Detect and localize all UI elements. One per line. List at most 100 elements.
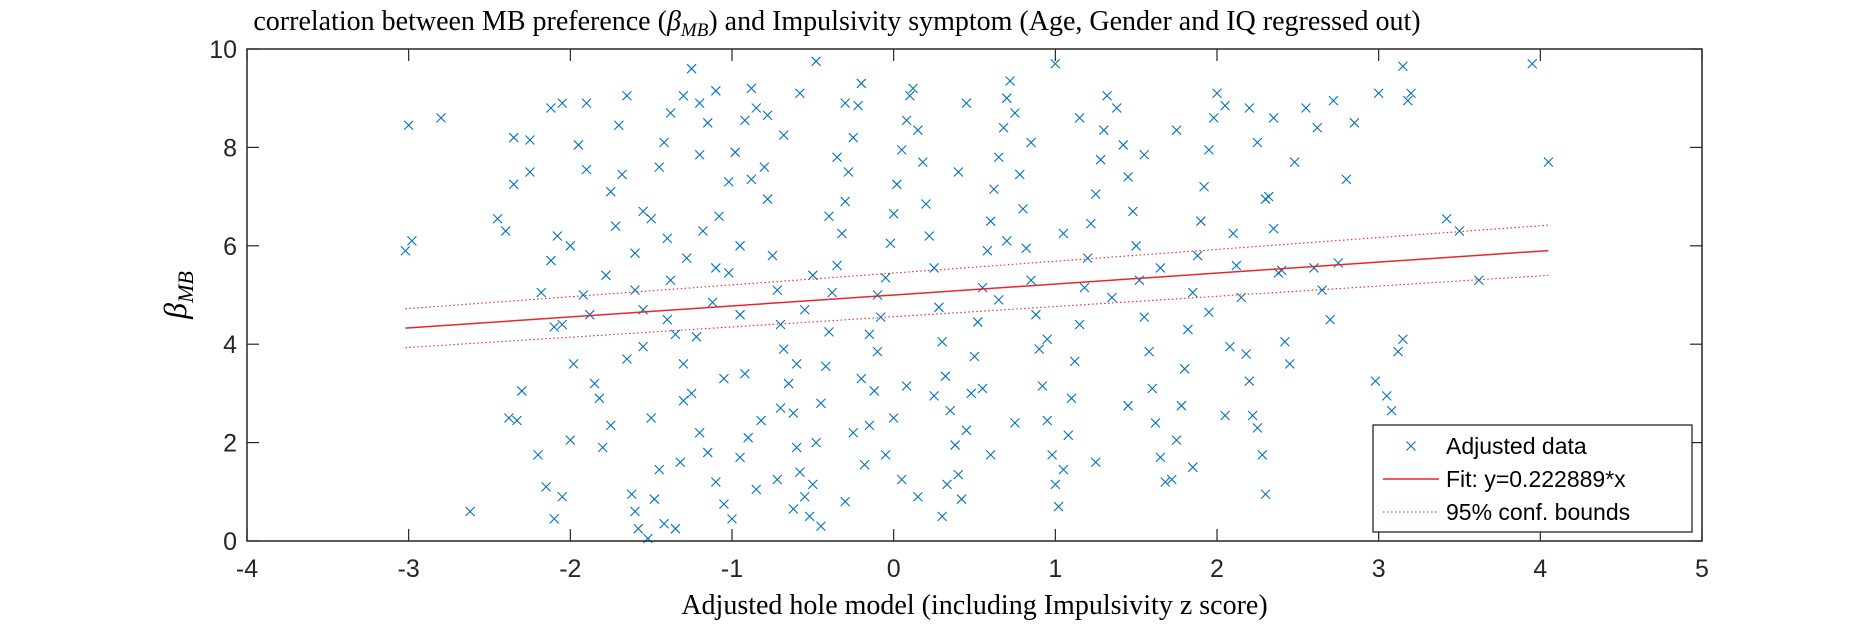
chart-title-prefix: correlation between MB preference ( (253, 6, 667, 37)
data-point (1199, 181, 1209, 192)
data-point (1276, 265, 1287, 276)
data-point (929, 263, 939, 273)
data-point (601, 270, 611, 281)
data-point (1160, 477, 1171, 487)
data-point (638, 341, 648, 352)
data-point (848, 132, 859, 143)
data-point (791, 358, 802, 369)
chart-title-suffix: ) and Impulsivity symptom (Age, Gender a… (708, 6, 1420, 37)
data-point (698, 226, 708, 236)
data-point (950, 440, 960, 450)
x-tick-label: -1 (721, 555, 743, 583)
data-point (1144, 346, 1154, 357)
y-tick-label: 6 (223, 233, 237, 261)
x-tick-label: -3 (398, 555, 420, 583)
data-point (492, 213, 503, 224)
data-point (856, 373, 867, 384)
legend-label: Adjusted data (1446, 433, 1587, 459)
data-point (746, 83, 757, 94)
data-point (1047, 450, 1057, 460)
data-point (536, 287, 547, 298)
data-point (934, 302, 944, 313)
data-point (1454, 226, 1465, 236)
data-point (1176, 400, 1187, 411)
data-point (1252, 137, 1263, 148)
data-point (1386, 405, 1397, 416)
data-point (791, 442, 802, 453)
data-point (1441, 213, 1452, 224)
data-point (972, 317, 983, 327)
data-point (1268, 112, 1279, 123)
data-point (843, 167, 854, 177)
data-point (1208, 112, 1219, 123)
data-point (901, 115, 912, 126)
data-point (594, 393, 605, 404)
data-point (1381, 390, 1392, 401)
data-point (966, 388, 977, 399)
data-point (1166, 474, 1177, 485)
data-point (759, 162, 770, 172)
data-point (937, 511, 948, 522)
data-point (1090, 457, 1101, 468)
data-point (654, 464, 665, 475)
data-point (662, 233, 673, 244)
data-point (1001, 93, 1012, 104)
data-point (942, 479, 952, 490)
data-point (626, 489, 637, 500)
data-point (727, 513, 737, 524)
data-point (772, 285, 783, 295)
data-point (719, 373, 729, 384)
data-point (1031, 309, 1041, 320)
chart-title: correlation between MB preference (βMB) … (253, 6, 1420, 41)
data-point (630, 248, 640, 259)
data-point (937, 336, 948, 347)
data-point (788, 408, 799, 418)
data-point (649, 494, 660, 505)
data-point (969, 351, 980, 362)
data-point (775, 403, 786, 414)
data-point (772, 474, 783, 485)
data-point (837, 228, 847, 239)
data-point (1183, 324, 1193, 335)
data-point (578, 290, 589, 300)
data-point (1107, 292, 1117, 303)
data-point (1260, 489, 1271, 500)
legend: Adjusted data Fit: y=0.222889*x 95% conf. … (1372, 424, 1693, 533)
data-point (788, 504, 799, 514)
data-point (1328, 95, 1339, 106)
data-point (694, 149, 705, 160)
data-point (1111, 103, 1122, 113)
data-point (1268, 223, 1279, 234)
fit-lines (405, 224, 1549, 349)
data-point (989, 184, 999, 195)
data-points (400, 56, 1554, 544)
data-point (908, 83, 918, 94)
data-point (1074, 112, 1085, 123)
data-point (1179, 363, 1190, 374)
data-point (552, 231, 563, 241)
data-point (678, 358, 689, 369)
data-point (756, 415, 766, 426)
data-point (1063, 430, 1074, 441)
data-point (646, 413, 657, 423)
data-point (1220, 100, 1230, 111)
data-point (740, 368, 750, 379)
data-point (400, 245, 411, 256)
data-point (1123, 172, 1133, 182)
data-point (904, 90, 915, 101)
data-point (1263, 191, 1274, 202)
data-point (1402, 95, 1413, 106)
data-point (1341, 174, 1352, 185)
data-point (597, 442, 608, 453)
data-point (581, 164, 592, 175)
data-point (961, 98, 972, 109)
data-point (565, 240, 576, 251)
data-point (956, 494, 967, 505)
data-point (504, 413, 514, 423)
data-point (557, 491, 568, 502)
conf-bound-lower (405, 274, 1549, 349)
data-point (557, 98, 568, 109)
data-point (869, 386, 880, 396)
data-point (1406, 88, 1416, 99)
data-point (917, 157, 928, 168)
